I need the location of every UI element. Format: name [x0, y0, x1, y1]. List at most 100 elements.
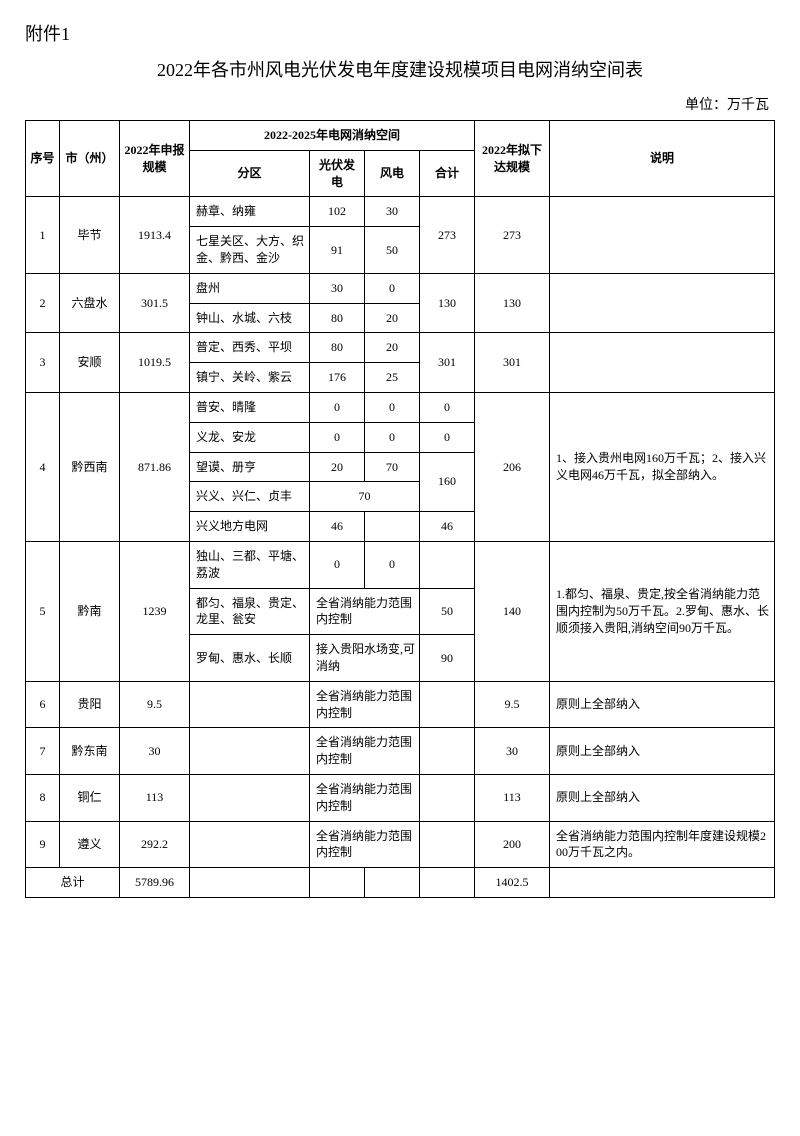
cell-zone: 望谟、册亨: [190, 452, 310, 482]
cell-note: [550, 197, 775, 273]
th-city: 市（州）: [60, 121, 120, 197]
cell-merged-text: 全省消纳能力范围内控制: [310, 588, 420, 635]
cell-wind: 0: [365, 273, 420, 303]
cell-total-label: 总计: [26, 868, 120, 898]
cell-subtotal: 273: [420, 197, 475, 273]
table-row: 3 安顺 1019.5 普定、西秀、平坝 80 20 301 301: [26, 333, 775, 363]
cell-pv: 0: [310, 541, 365, 588]
table-row: 1 毕节 1913.4 赫章、纳雍 102 30 273 273: [26, 197, 775, 227]
cell-wind: 25: [365, 363, 420, 393]
table-header-row: 序号 市（州） 2022年申报规模 2022-2025年电网消纳空间 2022年…: [26, 121, 775, 151]
cell-note: 1、接入贵州电网160万千瓦；2、接入兴义电网46万千瓦，拟全部纳入。: [550, 392, 775, 541]
cell-subtotal: 160: [420, 452, 475, 512]
cell-merged-text: 全省消纳能力范围内控制: [310, 774, 420, 821]
cell-subtotal: 90: [420, 635, 475, 682]
cell-declared: 1913.4: [120, 197, 190, 273]
cell-declared: 1019.5: [120, 333, 190, 393]
th-planned: 2022年拟下达规模: [475, 121, 550, 197]
cell-seq: 5: [26, 541, 60, 681]
cell-zone: 盘州: [190, 273, 310, 303]
cell-zone: 罗甸、惠水、长顺: [190, 635, 310, 682]
cell-city: 遵义: [60, 821, 120, 868]
cell-note: [550, 333, 775, 393]
cell-pv: 0: [310, 392, 365, 422]
th-seq: 序号: [26, 121, 60, 197]
cell-empty: [310, 868, 365, 898]
cell-planned: 30: [475, 728, 550, 775]
cell-city: 毕节: [60, 197, 120, 273]
attachment-label: 附件1: [25, 20, 775, 46]
th-absorb: 2022-2025年电网消纳空间: [190, 121, 475, 151]
cell-subtotal: [420, 681, 475, 728]
cell-declared: 301.5: [120, 273, 190, 333]
cell-zone: 七星关区、大方、织金、黔西、金沙: [190, 227, 310, 274]
cell-zone: 镇宁、关岭、紫云: [190, 363, 310, 393]
cell-zone: 都匀、福泉、贵定、龙里、瓮安: [190, 588, 310, 635]
cell-zone: 钟山、水城、六枝: [190, 303, 310, 333]
cell-seq: 6: [26, 681, 60, 728]
table-row: 7 黔东南 30 全省消纳能力范围内控制 30 原则上全部纳入: [26, 728, 775, 775]
cell-merged-text: 全省消纳能力范围内控制: [310, 728, 420, 775]
cell-empty: [190, 868, 310, 898]
cell-zone: [190, 681, 310, 728]
cell-seq: 2: [26, 273, 60, 333]
cell-pv: 46: [310, 512, 365, 542]
cell-declared: 871.86: [120, 392, 190, 541]
cell-zone: 义龙、安龙: [190, 422, 310, 452]
cell-note: 原则上全部纳入: [550, 728, 775, 775]
table-row: 5 黔南 1239 独山、三都、平塘、荔波 0 0 140 1.都匀、福泉、贵定…: [26, 541, 775, 588]
cell-empty: [365, 868, 420, 898]
cell-subtotal: [420, 541, 475, 588]
cell-city: 黔东南: [60, 728, 120, 775]
cell-empty: [550, 868, 775, 898]
cell-zone: [190, 728, 310, 775]
th-pv: 光伏发电: [310, 150, 365, 197]
cell-declared: 292.2: [120, 821, 190, 868]
data-table: 序号 市（州） 2022年申报规模 2022-2025年电网消纳空间 2022年…: [25, 120, 775, 898]
cell-pv: 80: [310, 303, 365, 333]
cell-zone: 独山、三都、平塘、荔波: [190, 541, 310, 588]
page-title: 2022年各市州风电光伏发电年度建设规模项目电网消纳空间表: [25, 56, 775, 82]
cell-wind: 70: [365, 452, 420, 482]
cell-wind: 30: [365, 197, 420, 227]
cell-zone: 兴义、兴仁、贞丰: [190, 482, 310, 512]
cell-seq: 8: [26, 774, 60, 821]
cell-planned: 130: [475, 273, 550, 333]
cell-zone: 兴义地方电网: [190, 512, 310, 542]
table-row: 4 黔西南 871.86 普安、晴隆 0 0 0 206 1、接入贵州电网160…: [26, 392, 775, 422]
cell-planned: 113: [475, 774, 550, 821]
cell-declared: 1239: [120, 541, 190, 681]
cell-total-planned: 1402.5: [475, 868, 550, 898]
unit-label: 单位：万千瓦: [25, 94, 775, 114]
cell-planned: 206: [475, 392, 550, 541]
cell-subtotal: [420, 774, 475, 821]
cell-pv: 20: [310, 452, 365, 482]
cell-seq: 1: [26, 197, 60, 273]
table-row: 6 贵阳 9.5 全省消纳能力范围内控制 9.5 原则上全部纳入: [26, 681, 775, 728]
cell-city: 安顺: [60, 333, 120, 393]
cell-pv-wind-merged: 70: [310, 482, 420, 512]
cell-merged-text: 接入贵阳水场变,可消纳: [310, 635, 420, 682]
cell-subtotal: 301: [420, 333, 475, 393]
cell-zone: 普定、西秀、平坝: [190, 333, 310, 363]
cell-seq: 9: [26, 821, 60, 868]
cell-empty: [420, 868, 475, 898]
table-total-row: 总计 5789.96 1402.5: [26, 868, 775, 898]
cell-planned: 140: [475, 541, 550, 681]
table-row: 2 六盘水 301.5 盘州 30 0 130 130: [26, 273, 775, 303]
table-row: 9 遵义 292.2 全省消纳能力范围内控制 200 全省消纳能力范围内控制年度…: [26, 821, 775, 868]
cell-subtotal: [420, 728, 475, 775]
cell-subtotal: 46: [420, 512, 475, 542]
cell-wind: 20: [365, 303, 420, 333]
cell-subtotal: [420, 821, 475, 868]
cell-wind: 50: [365, 227, 420, 274]
cell-seq: 4: [26, 392, 60, 541]
cell-note: [550, 273, 775, 333]
cell-note: 原则上全部纳入: [550, 681, 775, 728]
th-wind: 风电: [365, 150, 420, 197]
table-row: 8 铜仁 113 全省消纳能力范围内控制 113 原则上全部纳入: [26, 774, 775, 821]
cell-planned: 301: [475, 333, 550, 393]
cell-pv: 0: [310, 422, 365, 452]
cell-pv: 30: [310, 273, 365, 303]
cell-wind: 0: [365, 392, 420, 422]
